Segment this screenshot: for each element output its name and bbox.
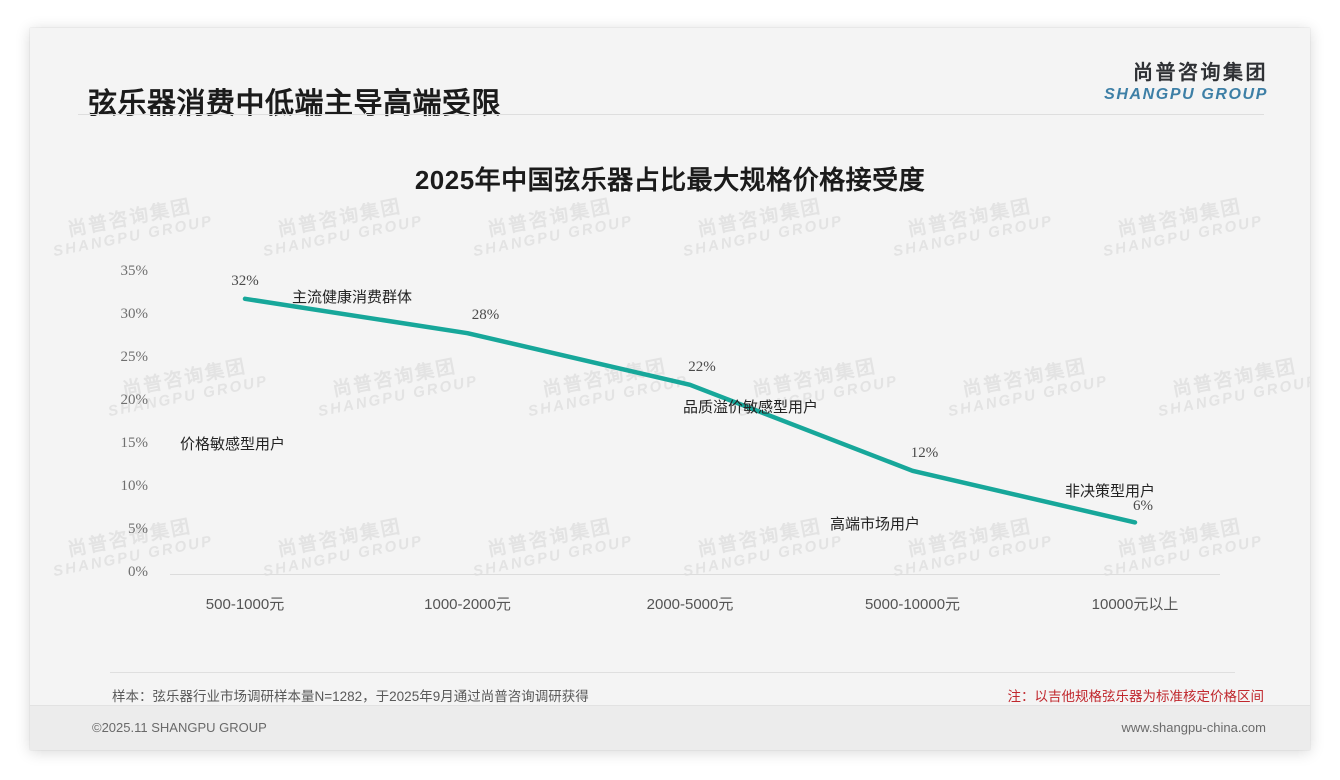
line-chart: 0% 5% 10% 15% 20% 25% 30% 35% 500-1000元 1000-2000… (30, 28, 1310, 750)
chart-svg (242, 296, 1138, 525)
logo-english-text: SHANGPU GROUP (1104, 86, 1268, 103)
x-axis-tick-label: 500-1000元 (205, 596, 285, 613)
y-axis-tick-label: 5% (128, 521, 148, 537)
y-axis-tick-label: 0% (128, 564, 148, 580)
data-point-label: 12% (910, 444, 939, 461)
footer-bar: ©2025.11 SHANGPU GROUP www.shangpu-china… (30, 705, 1310, 750)
brand-logo: 尚普咨询集团 SHANGPU GROUP (1104, 62, 1268, 104)
page-title: 弦乐器消费中低端主导高端受限 (88, 88, 502, 120)
slide-header: 弦乐器消费中低端主导高端受限 尚普咨询集团 SHANGPU GROUP (30, 28, 1310, 120)
methodology-note: 注：以吉他规格弦乐器为标准核定价格区间 (1007, 689, 1265, 704)
data-point-label: 28% (471, 307, 500, 324)
x-axis-tick-label: 2000-5000元 (646, 596, 734, 613)
x-axis-tick-label: 5000-10000元 (864, 596, 961, 613)
y-axis-tick-label: 10% (120, 478, 149, 494)
x-axis-line (170, 574, 1220, 575)
chart-annotation: 非决策型用户 (1065, 483, 1156, 500)
sample-note: 样本：弦乐器行业市场调研样本量N=1282，于2025年9月通过尚普咨询调研获得 (112, 689, 589, 704)
data-point-label: 22% (688, 358, 716, 375)
y-axis-tick-label: 35% (120, 263, 149, 279)
x-axis-tick-label: 1000-2000元 (424, 596, 511, 613)
chart-annotation: 价格敏感型用户 (180, 436, 286, 453)
data-point-label: 32% (231, 272, 259, 289)
website-url: www.shangpu-china.com (1121, 720, 1266, 735)
header-divider (78, 114, 1264, 115)
chart-annotation: 品质溢价敏感型用户 (683, 399, 819, 416)
y-axis-tick-label: 25% (120, 349, 149, 365)
chart-annotation: 高端市场用户 (830, 516, 921, 533)
data-point-label: 6% (1133, 498, 1153, 515)
chart-title: 2025年中国弦乐器占比最大规格价格接受度 (414, 165, 926, 195)
footer-divider (110, 672, 1235, 673)
copyright-text: ©2025.11 SHANGPU GROUP (92, 720, 267, 735)
chart-annotation: 主流健康消费群体 (292, 289, 413, 306)
y-axis-tick-label: 20% (120, 392, 149, 408)
logo-chinese-text: 尚普咨询集团 (1133, 62, 1268, 84)
y-axis-tick-label: 15% (120, 435, 149, 451)
chart-line-series (242, 296, 1138, 525)
x-axis-tick-label: 10000元以上 (1091, 596, 1179, 613)
slide-card: 尚普咨询集团 SHANGPU GROUP 尚普咨询集团 SHANGPU GROUP 尚普… (30, 28, 1310, 750)
y-axis-tick-label: 30% (120, 306, 149, 322)
